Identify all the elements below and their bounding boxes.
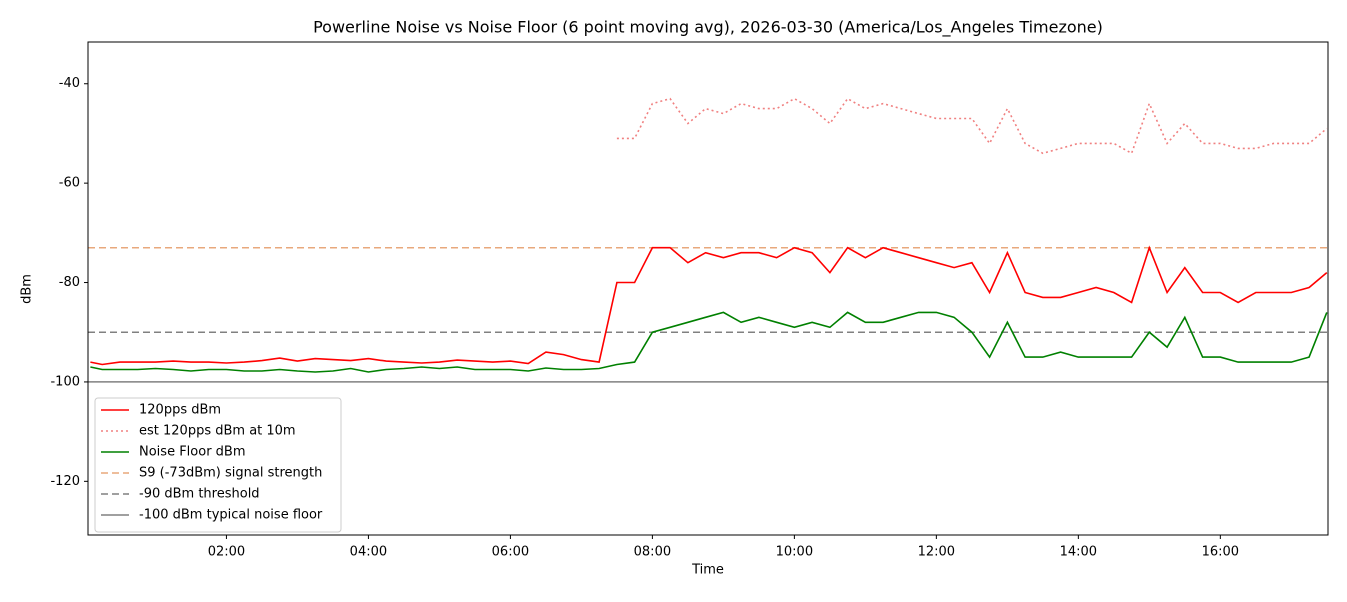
legend-label: est 120pps dBm at 10m bbox=[139, 424, 296, 439]
x-tick-label: 14:00 bbox=[1060, 545, 1097, 560]
y-tick-label: -40 bbox=[59, 76, 80, 91]
y-tick-label: -60 bbox=[59, 176, 80, 191]
y-axis-label: dBm bbox=[20, 274, 35, 304]
y-tick-label: -120 bbox=[50, 474, 80, 489]
x-tick-label: 04:00 bbox=[350, 545, 387, 560]
y-tick-label: -80 bbox=[59, 275, 80, 290]
y-tick-label: -100 bbox=[50, 374, 80, 389]
x-axis-label: Time bbox=[691, 563, 724, 578]
x-tick-label: 02:00 bbox=[208, 545, 245, 560]
legend-label: Noise Floor dBm bbox=[139, 445, 246, 460]
x-tick-label: 12:00 bbox=[918, 545, 955, 560]
legend-label: S9 (-73dBm) signal strength bbox=[139, 466, 322, 481]
x-tick-label: 06:00 bbox=[492, 545, 529, 560]
legend-label: 120pps dBm bbox=[139, 403, 221, 418]
x-tick-label: 08:00 bbox=[634, 545, 671, 560]
legend-label: -100 dBm typical noise floor bbox=[139, 508, 323, 523]
plot-frame bbox=[87, 41, 1329, 536]
x-tick-label: 10:00 bbox=[776, 545, 813, 560]
legend-box bbox=[94, 397, 342, 533]
series-line bbox=[90, 245, 1328, 366]
x-tick-label: 16:00 bbox=[1202, 545, 1239, 560]
chart-title: Powerline Noise vs Noise Floor (6 point … bbox=[313, 18, 1103, 38]
series-line bbox=[616, 97, 1328, 155]
legend-label: -90 dBm threshold bbox=[139, 487, 260, 502]
series-line bbox=[90, 311, 1328, 373]
